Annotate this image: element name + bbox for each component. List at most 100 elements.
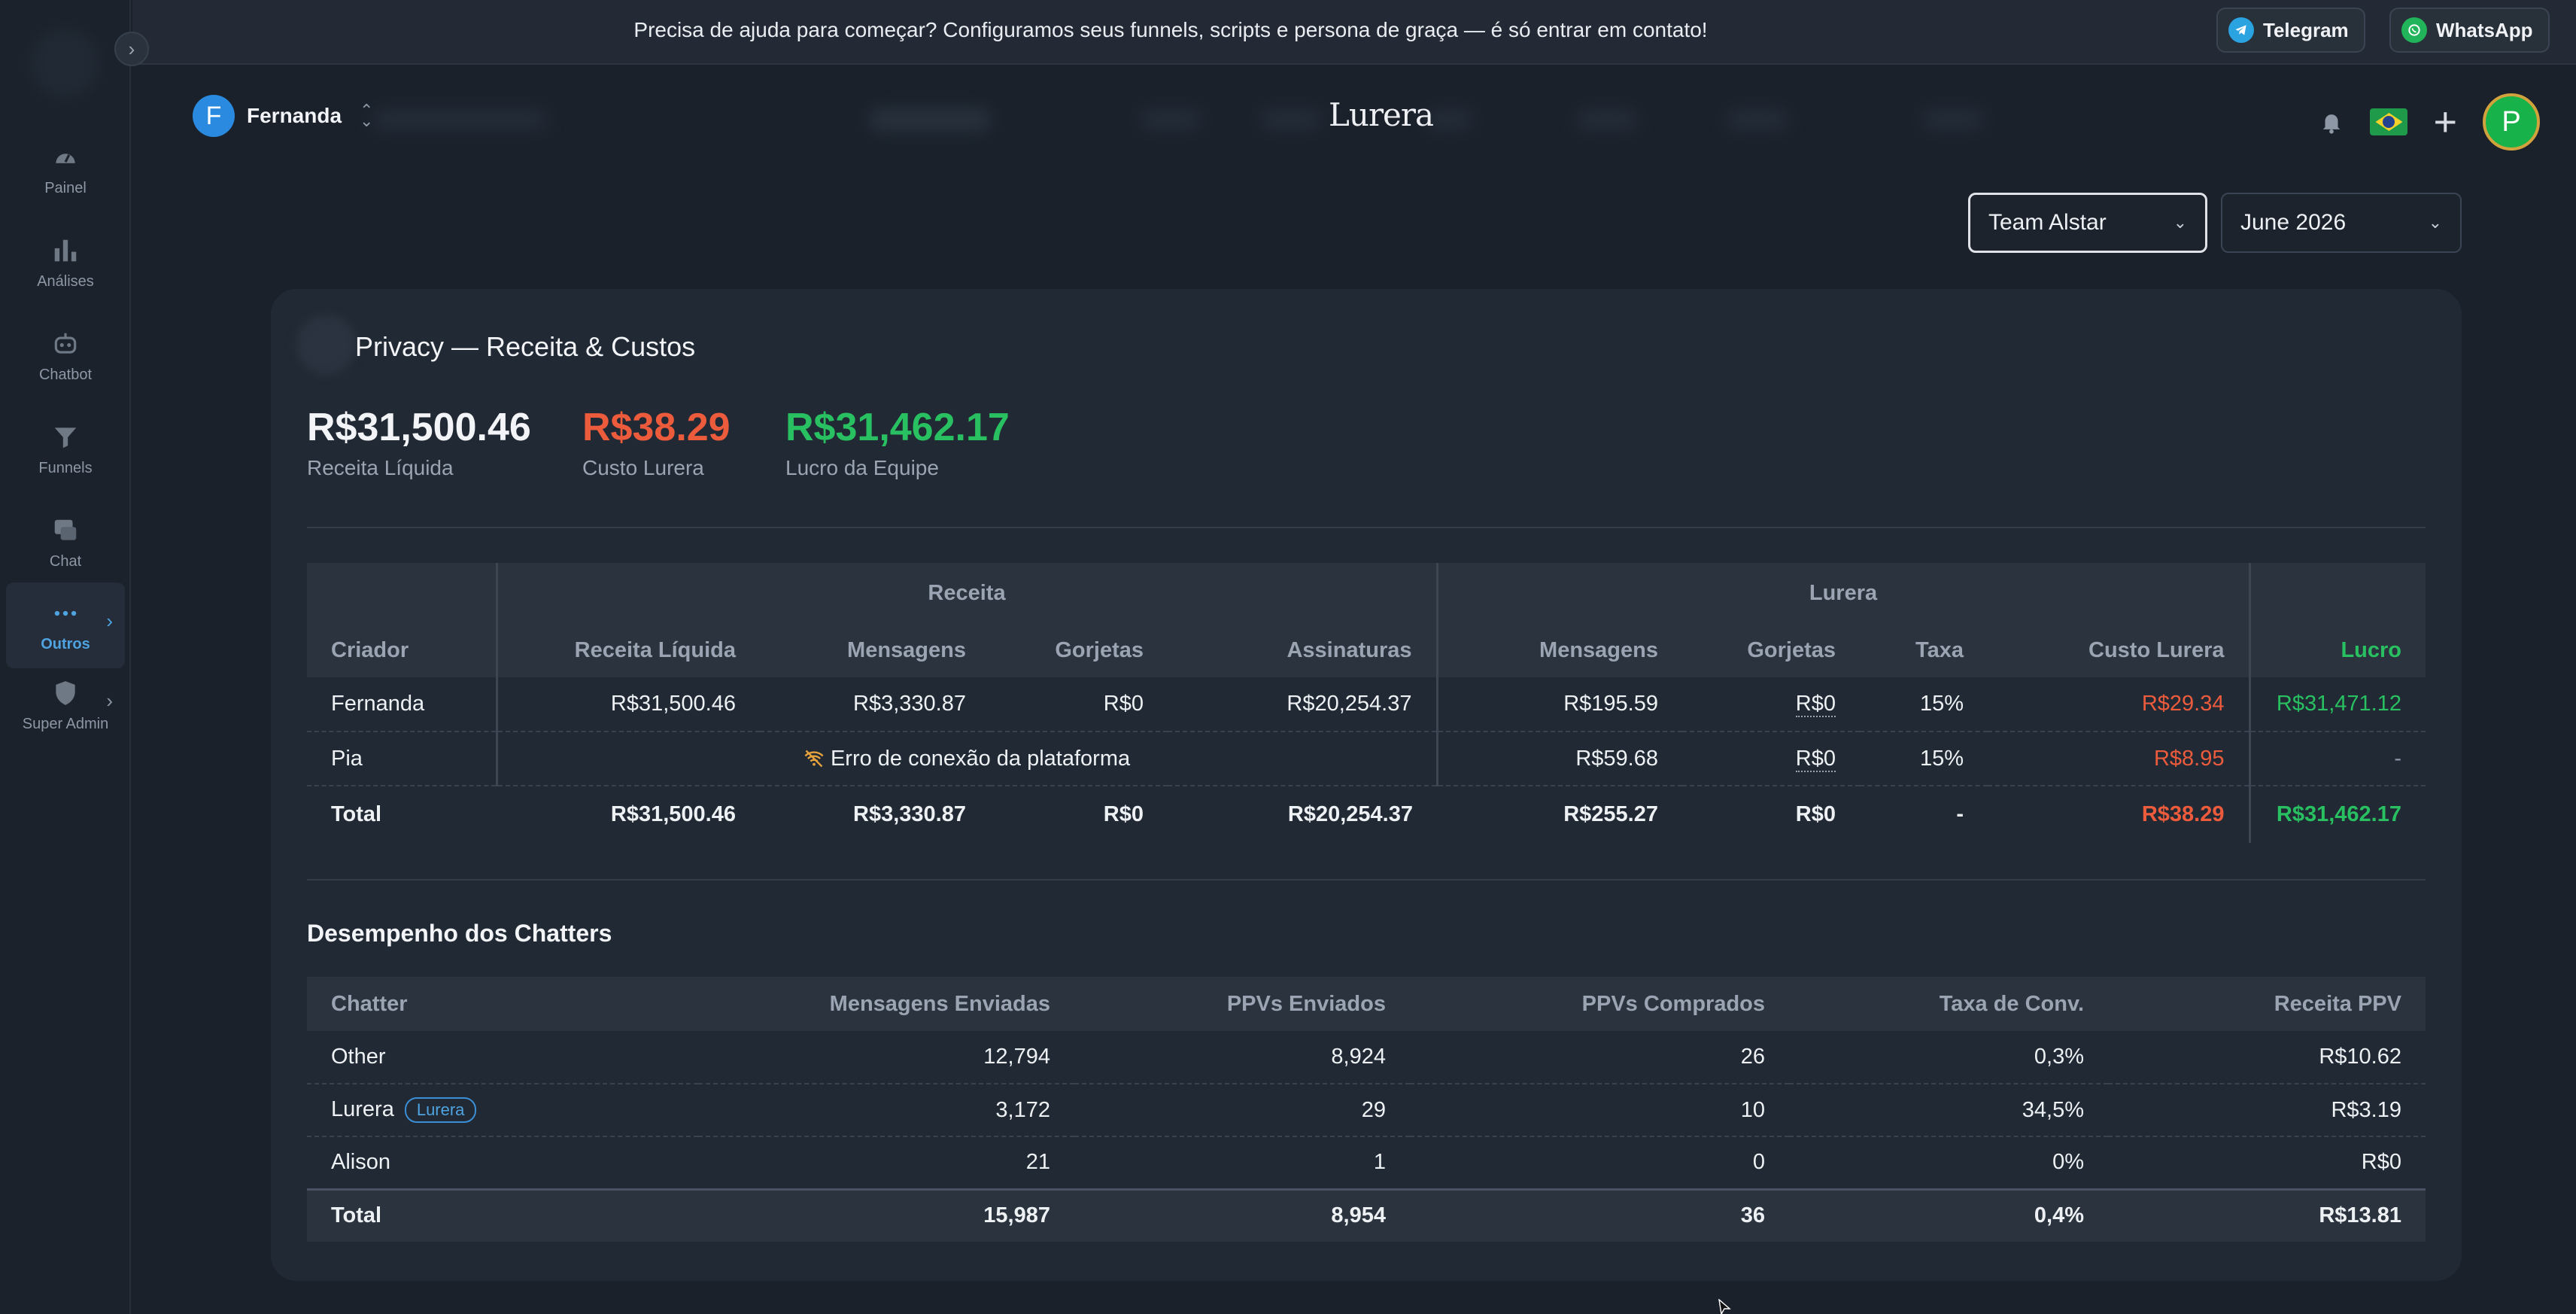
brand-logo: Lurera xyxy=(1329,96,1434,133)
month-select[interactable]: June 2026 ⌄ xyxy=(2221,193,2462,253)
sidebar-toggle-button[interactable]: › xyxy=(114,32,149,66)
col-mensagens: Mensagens xyxy=(760,623,990,677)
cell-assinaturas: R$20,254.37 xyxy=(1287,802,1413,826)
cell-lucro: - xyxy=(2248,732,2426,786)
cell-conv-rate: 0,4% xyxy=(1789,1188,2108,1242)
tips-value[interactable]: R$0 xyxy=(1795,746,1836,772)
chevron-down-icon: ⌄ xyxy=(2173,213,2187,232)
table-row: Other 12,794 8,924 26 0,3% R$10.62 xyxy=(307,1031,2426,1084)
table-row: Pia Erro de conexão da plataforma R$59.6… xyxy=(307,732,2426,786)
cell-ppvs-bought: 10 xyxy=(1410,1084,1789,1137)
sidebar-item-chatbot[interactable]: Chatbot xyxy=(6,313,125,399)
month-select-value: June 2026 xyxy=(2240,210,2347,235)
cell-messages-sent: 15,987 xyxy=(698,1188,1074,1242)
cell-total-label: Total xyxy=(307,1188,698,1242)
col-gorjetas: Gorjetas xyxy=(990,623,1168,677)
cell-chatter: Other xyxy=(307,1031,698,1084)
col-conv-rate: Taxa de Conv. xyxy=(1789,977,2108,1031)
chatters-table: Chatter Mensagens Enviadas PPVs Enviados… xyxy=(307,977,2426,1242)
col-lurera-gorjetas: Gorjetas xyxy=(1682,623,1860,677)
sidebar-item-painel[interactable]: Painel xyxy=(6,126,125,212)
avatar: F xyxy=(193,95,235,137)
revenue-table: Receita Lurera Criador Receita Líquida M… xyxy=(307,563,2426,843)
header-spacer xyxy=(2248,563,2426,623)
cell-ppvs-sent: 8,954 xyxy=(1074,1188,1410,1242)
tips-value[interactable]: R$0 xyxy=(1795,692,1836,717)
cell-conv-rate: 0% xyxy=(1789,1136,2108,1190)
cell-receita-liquida: R$31,500.46 xyxy=(495,677,760,732)
bell-icon[interactable] xyxy=(2319,109,2344,135)
col-receita-liquida: Receita Líquida xyxy=(495,623,760,677)
cell-lurera-gorjetas[interactable]: R$0 xyxy=(1682,677,1860,732)
cell-messages-sent: 12,794 xyxy=(698,1031,1074,1084)
sidebar-item-funnels[interactable]: Funnels xyxy=(6,406,125,492)
sidebar-item-label: Super Admin xyxy=(22,715,109,732)
top-bar: F Fernanda ⌃ ⌄ Lurera + P xyxy=(132,66,2576,172)
plus-icon[interactable]: + xyxy=(2433,99,2457,144)
col-ppv-revenue: Receita PPV xyxy=(2108,977,2426,1031)
cell-ppv-revenue: R$0 xyxy=(2108,1136,2426,1190)
cell-criador: Fernanda xyxy=(307,677,497,732)
cell-chatter: Alison xyxy=(307,1136,698,1190)
cell-ppvs-sent: 1 xyxy=(1074,1136,1410,1190)
col-lurera-mensagens: Mensagens xyxy=(1435,623,1682,677)
header-spacer xyxy=(307,563,497,623)
stat-team-profit: R$31,462.17 Lucro da Equipe xyxy=(785,405,1010,480)
whatsapp-label: WhatsApp xyxy=(2436,18,2533,41)
cell-ppv-revenue: R$10.62 xyxy=(2108,1031,2426,1084)
divider xyxy=(307,879,2426,881)
group-header-lurera: Lurera xyxy=(1437,563,2249,623)
whatsapp-icon xyxy=(2401,17,2427,43)
sidebar-item-label: Funnels xyxy=(38,459,93,476)
cell-mensagens: R$3,330.87 xyxy=(853,802,966,826)
cell-lurera-gorjetas[interactable]: R$0 xyxy=(1682,732,1860,786)
sidebar: Painel Análises Chatbot Funnels Chat Out… xyxy=(0,0,131,1314)
table-row: Lurera Lurera 3,172 29 10 34,5% R$3.19 xyxy=(307,1084,2426,1137)
revenue-card: Privacy — Receita & Custos R$31,500.46 R… xyxy=(271,289,2462,1281)
help-banner: Precisa de ajuda para começar? Configura… xyxy=(132,0,2576,65)
platform-icon xyxy=(296,315,357,375)
whatsapp-button[interactable]: WhatsApp xyxy=(2389,8,2550,53)
brazil-flag-icon[interactable] xyxy=(2370,108,2408,135)
chat-icon xyxy=(50,516,80,546)
table-row: Fernanda R$31,500.46 R$3,330.87 R$0 R$20… xyxy=(307,677,2426,732)
chatter-name: Lurera xyxy=(331,1097,394,1121)
more-dots-icon xyxy=(50,598,80,628)
telegram-button[interactable]: Telegram xyxy=(2216,8,2365,53)
header-actions: + P xyxy=(2319,93,2540,151)
group-header-receita: Receita xyxy=(495,563,1438,623)
sidebar-item-analises[interactable]: Análises xyxy=(6,220,125,306)
table-total-row: Total R$31,500.46 R$3,330.87 R$0 R$20,25… xyxy=(307,786,2426,843)
stat-label: Receita Líquida xyxy=(307,456,454,479)
cell-receita-liquida: R$31,500.46 xyxy=(610,802,736,826)
team-select-value: Team Alstar xyxy=(1988,210,2107,235)
table-total-row: Total 15,987 8,954 36 0,4% R$13.81 xyxy=(307,1188,2426,1242)
cell-conv-rate: 0,3% xyxy=(1789,1031,2108,1084)
stat-label: Custo Lurera xyxy=(582,456,704,479)
banner-text: Precisa de ajuda para começar? Configura… xyxy=(633,18,1708,41)
cell-ppv-revenue: R$13.81 xyxy=(2108,1188,2426,1242)
sidebar-item-outros[interactable]: Outros › xyxy=(6,582,125,668)
shield-icon xyxy=(50,678,80,708)
cell-gorjetas: R$0 xyxy=(1103,802,1144,826)
team-select[interactable]: Team Alstar ⌄ xyxy=(1968,193,2207,253)
sidebar-item-label: Painel xyxy=(44,179,87,196)
card-title: Privacy — Receita & Custos xyxy=(355,331,696,362)
bar-chart-icon xyxy=(50,236,80,266)
stat-label: Lucro da Equipe xyxy=(785,456,939,479)
stat-value: R$38.29 xyxy=(582,406,731,449)
cell-chatter: Lurera Lurera xyxy=(307,1084,698,1137)
stat-value: R$31,500.46 xyxy=(307,406,531,449)
sidebar-item-super-admin[interactable]: Super Admin › xyxy=(6,662,125,748)
sidebar-item-label: Chatbot xyxy=(38,366,93,383)
sidebar-item-chat[interactable]: Chat xyxy=(6,500,125,586)
cell-gorjetas: R$0 xyxy=(990,677,1168,732)
creator-switcher[interactable]: F Fernanda ⌃ ⌄ xyxy=(193,95,373,137)
cell-conv-rate: 34,5% xyxy=(1789,1084,2108,1137)
cell-lurera-mensagens: R$59.68 xyxy=(1435,732,1682,786)
cell-taxa: 15% xyxy=(1860,732,1988,786)
wifi-off-icon xyxy=(803,747,831,771)
cell-messages-sent: 21 xyxy=(698,1136,1074,1190)
profile-avatar[interactable]: P xyxy=(2483,93,2540,151)
cell-lurera-mensagens: R$195.59 xyxy=(1435,677,1682,732)
